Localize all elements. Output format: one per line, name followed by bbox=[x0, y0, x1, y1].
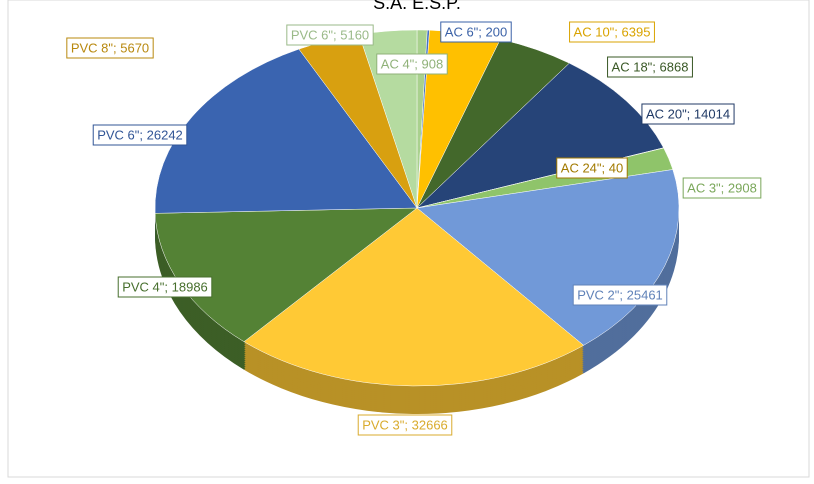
slice bbox=[154, 48, 418, 214]
label-box bbox=[92, 124, 188, 146]
data-label: PVC 3"; 32666 bbox=[357, 414, 453, 436]
label-box bbox=[286, 24, 374, 46]
data-label: AC 6"; 200 bbox=[440, 21, 512, 43]
label-text: PVC 3"; 32666 bbox=[362, 417, 448, 432]
slice bbox=[416, 62, 664, 209]
label-text: PVC 4"; 18986 bbox=[122, 279, 208, 294]
data-label: PVC 2"; 25461 bbox=[572, 284, 668, 306]
label-box bbox=[376, 53, 448, 75]
label-box bbox=[357, 414, 453, 436]
slice bbox=[243, 207, 585, 387]
label-box bbox=[66, 37, 154, 59]
label-box bbox=[569, 21, 655, 43]
data-labels: AC 4"; 908 AC 6"; 200 AC 10"; 6395 AC 18"; … bbox=[66, 21, 762, 436]
label-text: PVC 6"; 5160 bbox=[291, 27, 369, 42]
label-box bbox=[572, 284, 668, 306]
data-label: AC 3"; 2908 bbox=[682, 177, 762, 199]
label-text: PVC 6"; 26242 bbox=[97, 127, 183, 142]
label-text: AC 18"; 6868 bbox=[612, 59, 689, 74]
label-text: PVC 8"; 5670 bbox=[71, 40, 149, 55]
data-label: AC 10"; 6395 bbox=[569, 21, 655, 43]
label-box bbox=[607, 56, 693, 78]
pie-tops bbox=[154, 29, 680, 387]
data-label: AC 24"; 40 bbox=[556, 157, 628, 179]
label-text: PVC 2"; 25461 bbox=[577, 287, 663, 302]
data-label: AC 4"; 908 bbox=[376, 53, 448, 75]
label-box bbox=[117, 276, 213, 298]
label-box bbox=[440, 21, 512, 43]
label-text: AC 10"; 6395 bbox=[574, 24, 651, 39]
label-box bbox=[682, 177, 762, 199]
label-text: AC 6"; 200 bbox=[445, 24, 507, 39]
label-box bbox=[641, 103, 735, 125]
label-text: AC 4"; 908 bbox=[381, 56, 443, 71]
data-label: AC 18"; 6868 bbox=[607, 56, 693, 78]
label-text: AC 20"; 14014 bbox=[646, 106, 730, 121]
data-label: PVC 6"; 26242 bbox=[92, 124, 188, 146]
label-text: AC 24"; 40 bbox=[561, 160, 623, 175]
data-label: AC 20"; 14014 bbox=[641, 103, 735, 125]
data-label: PVC 4"; 18986 bbox=[117, 276, 213, 298]
data-label: PVC 8"; 5670 bbox=[66, 37, 154, 59]
chart-title: S.A. E.S.P. bbox=[373, 0, 461, 13]
label-text: AC 3"; 2908 bbox=[687, 180, 757, 195]
label-box bbox=[556, 157, 628, 179]
data-label: PVC 6"; 5160 bbox=[286, 24, 374, 46]
